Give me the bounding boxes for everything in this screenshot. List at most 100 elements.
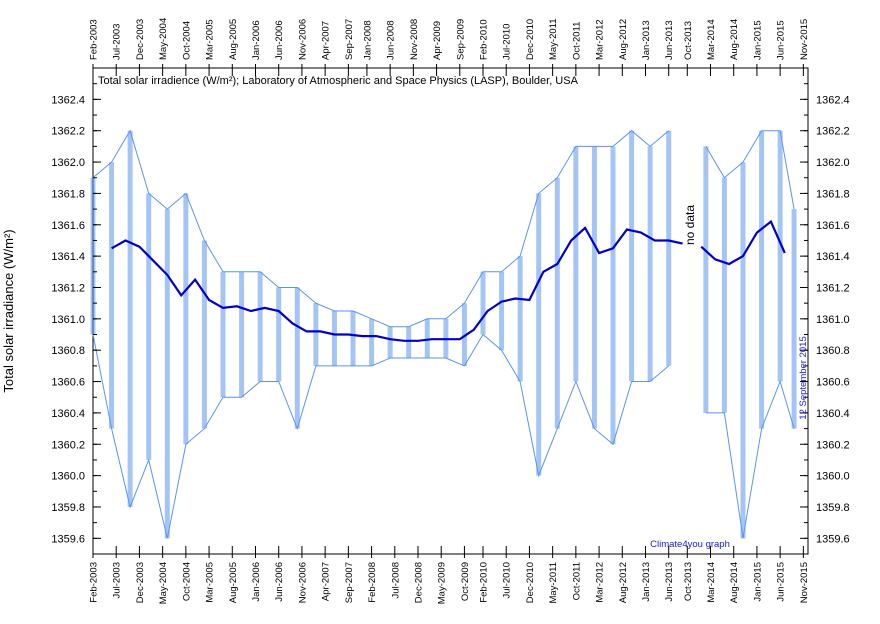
y-tick-label-right: 1362.2 — [816, 126, 850, 138]
x-tick-label-top: Apr-2009 — [432, 21, 443, 60]
y-tick-label-left: 1361.4 — [51, 251, 85, 263]
x-tick-label-top: Feb-2003 — [89, 19, 100, 60]
y-tick-label-left: 1361.2 — [51, 282, 85, 294]
y-tick-label-right: 1361.2 — [816, 282, 850, 294]
y-tick-label-right: 1360.8 — [816, 345, 850, 357]
daily-upper-envelope — [92, 129, 795, 328]
no-data-annotation: no data — [683, 205, 697, 245]
daily-series-group — [90, 129, 797, 539]
x-tick-label-bottom: Jan-2015 — [752, 562, 763, 602]
chart-title: Total solar irradience (W/m²); Laborator… — [98, 75, 579, 87]
x-tick-label-top: Apr-2007 — [321, 21, 332, 60]
y-tick-label-left: 1362.0 — [51, 157, 85, 169]
y-tick-label-right: 1360.6 — [816, 377, 850, 389]
x-tick-label-bottom: Aug-2012 — [618, 562, 629, 603]
x-tick-label-bottom: Jan-2006 — [251, 562, 262, 602]
x-tick-label-top: Mar-2005 — [205, 19, 216, 60]
y-tick-label-right: 1360.0 — [816, 471, 850, 483]
x-tick-label-top: Jun-2015 — [776, 20, 787, 60]
y-tick-label-right: 1361.4 — [816, 251, 850, 263]
x-tick-label-top: Oct-2013 — [683, 21, 694, 60]
y-tick-label-left: 1361.8 — [51, 188, 85, 200]
y-tick-label-left: 1359.6 — [51, 533, 85, 545]
x-tick-label-bottom: Oct-2011 — [571, 562, 582, 600]
x-tick-label-bottom: Oct-2013 — [683, 562, 694, 601]
x-tick-label-top: Dec-2010 — [525, 19, 536, 60]
x-tick-label-top: Jun-2006 — [274, 20, 285, 60]
x-tick-label-bottom: Jul-2010 — [502, 562, 513, 598]
x-tick-label-top: Oct-2011 — [571, 22, 582, 60]
x-tick-label-top: Jun-2008 — [386, 20, 397, 60]
y-tick-label-left: 1361.0 — [51, 314, 85, 326]
x-tick-label-bottom: Jan-2013 — [641, 562, 652, 602]
x-tick-label-top: Jun-2013 — [664, 20, 675, 60]
x-tick-label-bottom: May-2004 — [158, 562, 169, 604]
x-tick-label-bottom: May-2011 — [548, 562, 559, 604]
x-tick-label-top: Jan-2006 — [251, 20, 262, 60]
x-tick-label-top: Mar-2012 — [595, 19, 606, 60]
axes-group: 1359.6 1359.6 1359.8 1359.8 1360.0 1360.0 1360… — [51, 18, 849, 605]
y-axis-label: Total solar irradiance (W/m²) — [1, 229, 16, 392]
x-tick-label-bottom: Aug-2005 — [228, 562, 239, 603]
x-tick-label-top: Sep-2007 — [344, 19, 355, 60]
smoothed-line-segment-2 — [700, 219, 786, 266]
x-tick-label-bottom: Nov-2006 — [297, 562, 308, 603]
y-tick-label-right: 1360.4 — [816, 408, 850, 420]
y-tick-label-left: 1362.2 — [51, 126, 85, 138]
x-tick-label-bottom: Jul-2003 — [112, 562, 123, 598]
y-tick-label-left: 1362.4 — [51, 94, 85, 106]
x-tick-label-bottom: Dec-2003 — [135, 562, 146, 603]
x-tick-label-bottom: Oct-2004 — [181, 562, 192, 601]
y-tick-label-left: 1360.2 — [51, 439, 85, 451]
x-tick-label-bottom: Mar-2005 — [205, 562, 216, 603]
x-tick-label-top: Aug-2005 — [228, 19, 239, 60]
x-tick-label-top: Jul-2003 — [112, 24, 123, 60]
y-tick-label-right: 1359.6 — [816, 533, 850, 545]
x-tick-label-bottom: Sep-2007 — [344, 562, 355, 603]
x-tick-label-top: Dec-2003 — [135, 19, 146, 60]
x-tick-label-top: Feb-2010 — [479, 19, 490, 60]
y-tick-label-left: 1360.6 — [51, 377, 85, 389]
y-tick-label-left: 1360.4 — [51, 408, 85, 420]
x-tick-label-bottom: Aug-2014 — [729, 562, 740, 603]
x-tick-label-top: Aug-2014 — [729, 19, 740, 60]
x-tick-label-bottom: Feb-2003 — [89, 562, 100, 603]
x-tick-label-top: Jul-2010 — [502, 24, 513, 60]
x-tick-label-bottom: Feb-2008 — [367, 562, 378, 603]
y-tick-label-right: 1359.8 — [816, 502, 850, 514]
x-tick-label-bottom: Feb-2010 — [479, 562, 490, 603]
x-tick-label-bottom: Apr-2007 — [321, 562, 332, 601]
date-stamp: 12 September 2015 — [798, 336, 809, 419]
x-tick-label-bottom: Jun-2015 — [776, 562, 787, 602]
y-tick-label-right: 1360.2 — [816, 439, 850, 451]
x-tick-label-top: Nov-2015 — [799, 19, 810, 60]
x-tick-label-top: Jan-2015 — [752, 20, 763, 60]
x-tick-label-top: Sep-2009 — [455, 19, 466, 60]
smoothed-line-segment-1 — [111, 226, 683, 342]
x-tick-label-bottom: Mar-2012 — [595, 562, 606, 603]
x-tick-label-top: Jan-2008 — [362, 20, 373, 60]
credit-label: Climate4you graph — [650, 539, 730, 550]
plot-frame — [92, 67, 809, 555]
y-tick-label-right: 1361.6 — [816, 220, 850, 232]
x-tick-label-top: Oct-2004 — [181, 21, 192, 60]
x-tick-label-bottom: Jul-2008 — [390, 562, 401, 598]
x-tick-label-top: Jan-2013 — [641, 20, 652, 60]
x-tick-label-bottom: Jun-2006 — [274, 562, 285, 602]
x-tick-label-top: May-2004 — [158, 18, 169, 60]
y-tick-label-right: 1361.8 — [816, 188, 850, 200]
daily-lower-envelope — [92, 333, 795, 539]
x-tick-label-bottom: Dec-2008 — [414, 562, 425, 603]
y-tick-label-right: 1361.0 — [816, 314, 850, 326]
x-tick-label-top: Mar-2014 — [706, 19, 717, 60]
x-tick-label-top: Nov-2008 — [409, 19, 420, 60]
y-tick-label-right: 1362.0 — [816, 157, 850, 169]
x-tick-label-bottom: Nov-2015 — [799, 562, 810, 603]
smoothed-series-group — [111, 219, 786, 342]
x-tick-label-bottom: Mar-2014 — [706, 562, 717, 603]
x-tick-label-bottom: Dec-2010 — [525, 562, 536, 603]
x-tick-label-bottom: Oct-2009 — [460, 562, 471, 601]
y-tick-label-left: 1360.8 — [51, 345, 85, 357]
y-tick-label-left: 1360.0 — [51, 471, 85, 483]
